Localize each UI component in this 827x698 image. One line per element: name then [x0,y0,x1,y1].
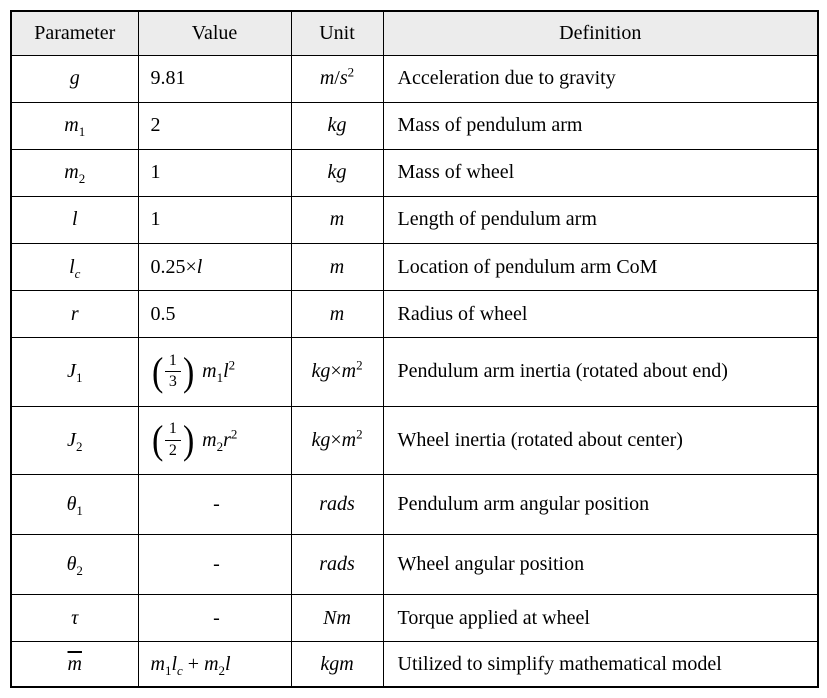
table-row: m1 2 kg Mass of pendulum arm [10,101,819,150]
definition-cell: Wheel angular position [382,533,819,596]
unit-cell: m [290,243,384,292]
definition-cell: Radius of wheel [382,290,819,339]
table-row: θ2- rads Wheel angular position [10,533,819,596]
unit-cell: kg [290,148,384,197]
parameter-cell: m1 [10,101,139,150]
value-cell: 2 [137,101,292,150]
value-cell: 0.25×l [137,243,292,292]
definition-cell: Wheel inertia (rotated about center) [382,405,819,475]
definition-cell: Mass of pendulum arm [382,101,819,150]
paren: ) [182,348,195,394]
table-row: g 9.81 m/s2 Acceleration due to gravity [10,54,819,103]
value-cell: - [137,594,292,643]
parameter-cell: g [10,54,139,103]
parameter-table: Parameter Value Unit Definition g 9.81 m/s… [10,10,819,688]
header-unit: Unit [290,10,384,56]
value-cell: m1lc + m2l [137,641,292,688]
parameter-cell: r [10,290,139,339]
math-tail: m2r2 [202,425,238,454]
unit-cell: kg [290,101,384,150]
value-cell: (1 3) m1l2 [137,337,292,407]
unit-cell: kg×m2 [290,405,384,475]
unit-cell: rads [290,473,384,535]
math-expression: (1 3) m1l2 [151,348,236,394]
math-tail: m1l2 [202,357,236,386]
definition-cell: Utilized to simplify mathematical model [382,641,819,688]
table-row: θ1- rads Pendulum arm angular position [10,473,819,535]
unit-cell: rads [290,533,384,596]
table-row: J2 (1 2) m2r2 kg×m2 Wheel inertia (rotated ab… [10,405,819,475]
parameter-cell: m2 [10,148,139,197]
unit-cell: m/s2 [290,54,384,103]
unit-cell: m [290,195,384,245]
header-parameter: Parameter [10,10,139,56]
definition-cell: Torque applied at wheel [382,594,819,643]
paren: ) [182,417,195,463]
value-cell: 1 [137,195,292,245]
header-value: Value [137,10,292,56]
parameter-cell: J2 [10,405,139,475]
unit-cell: Nm [290,594,384,643]
table-row: lc 0.25×l m Location of pendulum arm CoM [10,243,819,292]
table-row: J1 (1 3) m1l2 kg×m2 Pendulum arm inertia (rot… [10,337,819,407]
definition-cell: Length of pendulum arm [382,195,819,245]
definition-cell: Location of pendulum arm CoM [382,243,819,292]
table-body: g 9.81 m/s2 Acceleration due to gravity m1 2 k… [10,54,819,688]
parameter-cell: τ [10,594,139,643]
table-row: m2 1 kg Mass of wheel [10,148,819,197]
table-row: r 0.5 m Radius of wheel [10,290,819,339]
unit-cell: kg×m2 [290,337,384,407]
table-row: m m1lc + m2l kgm Utilized to simplify mathe… [10,641,819,688]
unit-cell: kgm [290,641,384,688]
definition-cell: Mass of wheel [382,148,819,197]
parameter-cell: J1 [10,337,139,407]
table-row: l 1 m Length of pendulum arm [10,195,819,245]
math-expression: (1 2) m2r2 [151,417,238,463]
value-cell: (1 2) m2r2 [137,405,292,475]
value-cell: - [137,473,292,535]
definition-cell: Pendulum arm angular position [382,473,819,535]
parameter-cell: l [10,195,139,245]
table-row: τ - Nm Torque applied at wheel [10,594,819,643]
value-cell: - [137,533,292,596]
paren: ( [151,417,163,463]
definition-cell: Pendulum arm inertia (rotated about end) [382,337,819,407]
table-header: Parameter Value Unit Definition [10,10,819,56]
header-row: Parameter Value Unit Definition [10,10,819,56]
value-cell: 9.81 [137,54,292,103]
value-cell: 0.5 [137,290,292,339]
paren: ( [151,348,163,394]
parameter-cell: θ1 [10,473,139,535]
unit-cell: m [290,290,384,339]
header-definition: Definition [382,10,819,56]
definition-cell: Acceleration due to gravity [382,54,819,103]
parameter-cell: θ2 [10,533,139,596]
parameter-cell: lc [10,243,139,292]
value-cell: 1 [137,148,292,197]
parameter-cell: m [10,641,139,688]
